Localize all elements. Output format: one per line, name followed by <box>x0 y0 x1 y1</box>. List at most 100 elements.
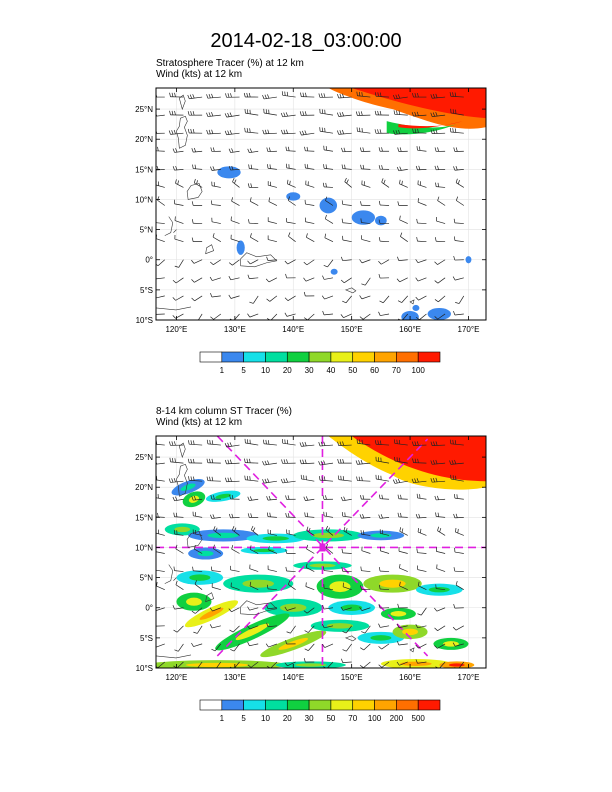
wind-barb <box>380 546 390 554</box>
colorbar-swatch <box>417 699 441 711</box>
colorbar-swatch <box>308 699 332 711</box>
lat-label: 20°N <box>135 483 153 492</box>
wind-barb <box>341 658 352 663</box>
lon-label: 140°E <box>282 673 304 682</box>
wind-barb <box>412 92 427 98</box>
lon-label: 170°E <box>458 673 480 682</box>
wind-barb <box>228 148 240 153</box>
tracer-core <box>329 581 351 593</box>
colorbar-swatch <box>243 351 266 363</box>
wind-barb <box>341 200 352 206</box>
wind-barb <box>399 179 408 188</box>
wind-barb <box>231 197 240 206</box>
wind-barb <box>325 196 334 206</box>
colorbar-swatch <box>330 351 354 363</box>
wind-barb <box>156 218 165 224</box>
wind-barb <box>287 196 296 206</box>
wind-barb <box>396 277 408 283</box>
wind-barb <box>247 606 259 611</box>
wind-barb <box>284 606 296 611</box>
colorbar-swatch <box>417 351 441 363</box>
tracer-core <box>253 548 275 553</box>
tracer-core <box>174 526 191 533</box>
lat-label: 5°S <box>140 634 153 643</box>
wind-barb <box>262 129 277 135</box>
wind-barb <box>378 514 390 519</box>
colorbar-swatch <box>199 699 223 711</box>
wind-barb <box>175 179 184 188</box>
wind-barb <box>378 147 390 152</box>
wind-barb <box>412 128 427 134</box>
wind-barb <box>411 111 427 117</box>
wind-barb <box>378 311 390 316</box>
wind-barb <box>173 529 184 536</box>
wind-barb <box>247 148 259 154</box>
wind-barb <box>318 476 334 482</box>
panel2-map: 25°N 20°N 15°N 10°N 5°N 0° 5°S 10°S 120°E 130°E 14… <box>135 435 487 682</box>
wind-barb <box>318 93 333 98</box>
wind-barb <box>211 583 221 590</box>
colorbar-label: 1 <box>220 714 225 723</box>
wind-barb <box>210 293 221 298</box>
wind-barb <box>229 494 240 500</box>
wind-barb <box>399 563 408 572</box>
wind-barb <box>449 92 464 98</box>
wind-barb <box>156 622 165 627</box>
wind-barb <box>230 565 240 572</box>
lat-label: 10°S <box>136 664 153 673</box>
wind-barb <box>452 625 464 631</box>
tracer-core <box>309 563 336 568</box>
wind-barb <box>415 659 427 664</box>
panel2-title-line1: 8-14 km column ST Tracer (%) <box>156 406 292 417</box>
wind-barb <box>342 235 352 243</box>
wind-barb <box>378 566 390 572</box>
wind-barb <box>305 180 315 188</box>
lat-label: 5°N <box>140 226 154 235</box>
wind-barb <box>206 93 221 99</box>
colorbar-swatch <box>308 351 332 363</box>
wind-barb <box>172 295 184 301</box>
wind-barb <box>449 127 464 134</box>
wind-barb <box>188 440 203 446</box>
wind-barb <box>430 93 446 99</box>
wind-barb <box>285 566 296 572</box>
wind-barb <box>434 165 446 171</box>
wind-barb <box>379 584 390 591</box>
wind-barb <box>396 623 408 629</box>
wind-barb <box>281 439 296 446</box>
wind-barb <box>173 625 184 633</box>
overlay-center-marker <box>319 543 326 552</box>
colorbar-swatch <box>352 699 375 711</box>
wind-barb <box>172 165 184 171</box>
wind-barb <box>244 475 259 482</box>
wind-barb <box>455 295 465 304</box>
tracer-patch <box>286 192 301 201</box>
wind-barb <box>244 127 259 134</box>
wind-barb <box>434 147 446 152</box>
wind-barb <box>344 177 352 188</box>
coastline <box>186 183 203 200</box>
wind-barb <box>337 93 352 99</box>
wind-barb <box>224 130 240 136</box>
wind-barb <box>416 548 427 554</box>
wind-barb <box>397 494 408 500</box>
wind-barb <box>156 643 165 648</box>
wind-barb <box>359 259 371 264</box>
wind-barb <box>211 217 221 224</box>
wind-barb <box>194 580 203 590</box>
wind-barb <box>449 439 464 446</box>
lat-label: 0° <box>145 256 153 265</box>
wind-barb <box>267 565 277 572</box>
wind-barb <box>399 215 408 224</box>
wind-barb <box>304 217 315 224</box>
wind-barb <box>318 460 334 466</box>
wind-barb <box>416 493 427 500</box>
tracer-core <box>295 663 327 667</box>
wind-barb <box>280 478 296 484</box>
wind-barb <box>337 441 352 446</box>
wind-barb <box>267 529 277 536</box>
wind-barb <box>304 643 315 651</box>
wind-barb <box>360 495 371 500</box>
tracer-core <box>280 603 307 612</box>
wind-barb <box>247 513 259 518</box>
